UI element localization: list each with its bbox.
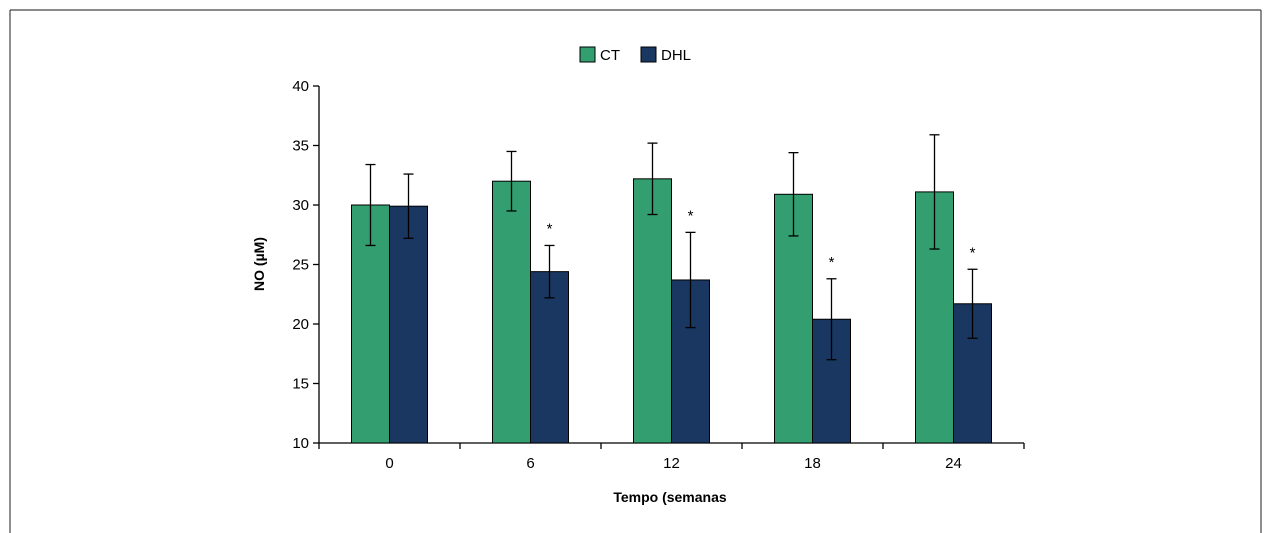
y-tick-label: 35 xyxy=(292,138,309,155)
bars xyxy=(351,178,992,444)
legend: CT DHL xyxy=(579,46,691,64)
legend-label-dhl: DHL xyxy=(661,47,691,64)
bar-ct-12 xyxy=(633,178,672,444)
x-tick-label: 18 xyxy=(804,455,821,472)
bar-dhl-0 xyxy=(389,205,428,444)
x-tick-label: 6 xyxy=(526,455,534,472)
x-axis: 0 6 12 18 24 xyxy=(318,442,1025,472)
y-tick-label: 25 xyxy=(292,257,309,274)
y-tick-label: 30 xyxy=(292,197,309,214)
significance-mark-12: * xyxy=(688,207,694,224)
error-bars xyxy=(365,134,978,361)
bar-ct-6 xyxy=(492,180,531,444)
y-tick-label: 40 xyxy=(292,78,309,95)
y-axis-title: NO (µM) xyxy=(251,237,267,291)
legend-swatch-ct xyxy=(579,46,596,63)
significance-marks: * * * * xyxy=(547,207,976,270)
legend-swatch-dhl xyxy=(640,46,657,63)
significance-mark-24: * xyxy=(970,244,976,261)
x-tick-label: 24 xyxy=(945,455,962,472)
y-axis: 10 15 20 25 30 35 40 xyxy=(292,78,320,452)
legend-label-ct: CT xyxy=(600,47,620,64)
x-axis-title: Tempo (semanas xyxy=(613,489,727,505)
y-tick-label: 10 xyxy=(292,435,309,452)
x-tick-label: 12 xyxy=(663,455,680,472)
significance-mark-18: * xyxy=(829,254,835,271)
y-tick-label: 20 xyxy=(292,316,309,333)
y-tick-label: 15 xyxy=(292,376,309,393)
significance-mark-6: * xyxy=(547,220,553,237)
x-tick-label: 0 xyxy=(385,455,393,472)
